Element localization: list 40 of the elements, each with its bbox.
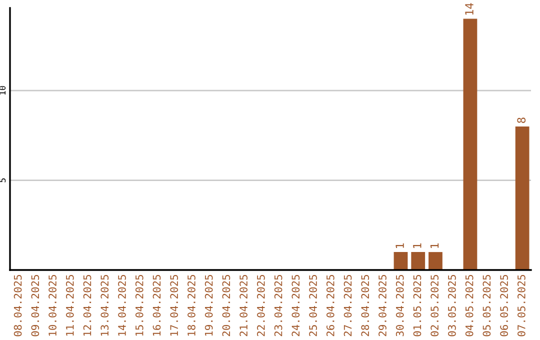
x-tick-label: 15.04.2025 — [135, 275, 144, 336]
x-tick-label: 06.05.2025 — [500, 275, 508, 336]
x-tick-label: 02.05.2025 — [430, 275, 439, 336]
x-tick-label: 01.05.2025 — [413, 275, 422, 336]
x-tick-label: 10.04.2025 — [48, 275, 56, 336]
bar — [428, 252, 442, 270]
data-label: 1 — [396, 243, 404, 248]
x-tick-label: 27.04.2025 — [344, 275, 352, 336]
x-tick-label: 21.04.2025 — [240, 275, 248, 336]
bar — [394, 252, 408, 270]
x-tick-label: 11.04.2025 — [66, 275, 74, 336]
x-tick-label: 19.04.2025 — [204, 275, 213, 336]
bar — [515, 126, 530, 270]
x-tick-label: 16.04.2025 — [152, 275, 161, 336]
x-tick-label: 30.04.2025 — [396, 275, 404, 336]
x-tick-label: 26.04.2025 — [326, 275, 334, 336]
x-tick-label: 17.04.2025 — [170, 275, 178, 336]
x-tick-label: 23.04.2025 — [274, 275, 282, 336]
x-tick-label: 07.05.2025 — [517, 275, 526, 336]
bar — [463, 18, 478, 270]
data-label: 8 — [517, 118, 526, 123]
x-tick-label: 04.05.2025 — [465, 275, 474, 336]
data-label: 1 — [430, 243, 439, 248]
bar — [411, 252, 426, 270]
x-tick-label: 08.04.2025 — [14, 275, 22, 336]
data-label: 14 — [465, 3, 474, 15]
x-tick-label: 03.05.2025 — [448, 275, 456, 336]
x-tick-label: 13.04.2025 — [100, 275, 109, 336]
data-label: 1 — [413, 243, 422, 248]
x-tick-label: 18.04.2025 — [188, 275, 196, 336]
x-tick-label: 14.04.2025 — [118, 275, 126, 336]
x-tick-label: 29.04.2025 — [378, 275, 386, 336]
x-tick-label: 05.05.2025 — [482, 275, 491, 336]
x-tick-label: 22.04.2025 — [256, 275, 265, 336]
x-tick-label: 20.04.2025 — [222, 275, 230, 336]
x-tick-label: 25.04.2025 — [309, 275, 317, 336]
x-tick-label: 28.04.2025 — [361, 275, 370, 336]
x-tick-label: 09.04.2025 — [31, 275, 40, 336]
x-tick-label: 24.04.2025 — [292, 275, 300, 336]
x-tick-label: 12.04.2025 — [83, 275, 92, 336]
